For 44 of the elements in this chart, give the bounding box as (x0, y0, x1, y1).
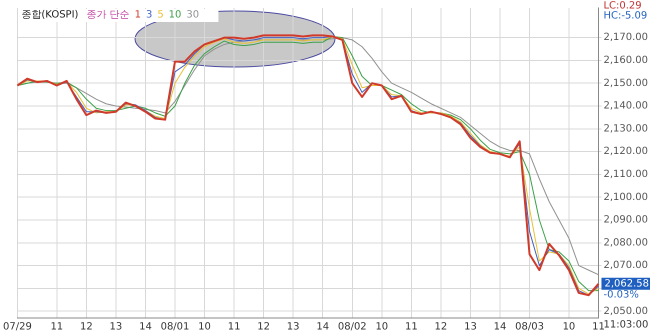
x-tick-label: 14 (316, 322, 330, 333)
text: 5 (157, 10, 164, 21)
x-tick-label: 11 (592, 322, 605, 333)
x-tick-label: 13 (286, 322, 300, 333)
x-tick-label: 08/03 (515, 322, 544, 333)
x-tick-label: 10 (375, 322, 388, 333)
text: 30 (186, 10, 200, 21)
x-tick-label: 10 (198, 322, 211, 333)
x-tick-label: 07/29 (2, 322, 32, 333)
y-tick-label: 2,090.00 (603, 214, 648, 226)
x-tick-label: 10 (562, 322, 576, 333)
y-tick-label: 2,130.00 (603, 123, 648, 134)
text: 11:03:00 (603, 320, 648, 331)
text: 1 (134, 10, 141, 21)
x-tick-label: 12 (257, 322, 270, 333)
x-tick-label: 12 (434, 322, 448, 333)
x-tick-label: 14 (139, 322, 152, 333)
text: -0.03% (603, 289, 639, 300)
text: 10 (168, 10, 182, 21)
x-tick-label: 12 (80, 322, 93, 333)
y-tick-label: 2,080.00 (603, 237, 648, 248)
text: LC:0.29 (603, 0, 642, 12)
x-tick-label: 13 (464, 322, 477, 333)
y-tick-label: 2,170.00 (603, 32, 648, 44)
y-tick-label: 2,150.00 (603, 78, 648, 89)
y-tick-label: 2,160.00 (603, 55, 648, 66)
x-tick-label: 14 (494, 322, 506, 333)
y-tick-label: 2,050.00 (603, 306, 648, 317)
x-tick-label: 08/01 (160, 322, 190, 333)
y-tick-label: 2,110.00 (603, 168, 648, 180)
legend-title: 종가 단순 (86, 10, 130, 21)
text: 2,062.58 (604, 278, 649, 290)
x-tick-label: 11 (50, 322, 64, 333)
text: 3 (146, 10, 152, 21)
x-tick-label: 13 (110, 322, 122, 333)
x-tick-label: 11 (228, 322, 240, 333)
chart-title: 종합(KOSPI) (21, 10, 79, 21)
y-tick-label: 2,100.00 (603, 192, 648, 203)
x-tick-label: 08/02 (338, 322, 367, 333)
x-tick-label: 11 (404, 322, 418, 333)
y-tick-label: 2,120.00 (603, 146, 648, 158)
y-tick-label: 2,070.00 (603, 260, 648, 272)
text: HC:-5.09 (603, 10, 648, 22)
y-tick-label: 2,140.00 (603, 100, 648, 112)
